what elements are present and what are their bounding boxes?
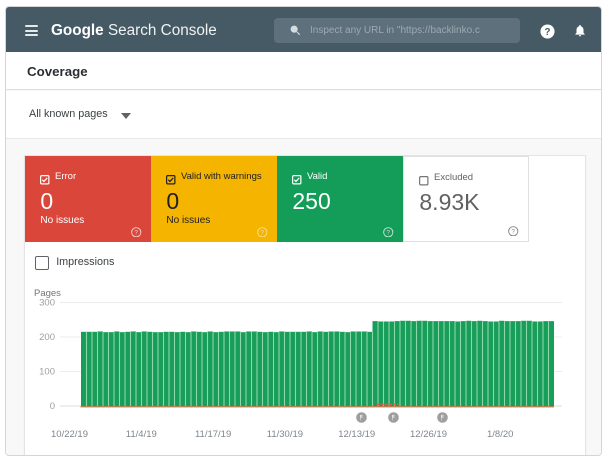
svg-text:Pages: Pages [34,288,61,299]
svg-text:100: 100 [39,367,55,378]
svg-text:11/17/19: 11/17/19 [195,429,231,440]
svg-text:10/22/19: 10/22/19 [51,429,88,440]
svg-text:11/30/19: 11/30/19 [267,429,303,440]
svg-text:12/26/19: 12/26/19 [410,429,447,440]
svg-text:?: ? [511,228,515,235]
svg-text:?: ? [386,229,390,236]
svg-text:0: 0 [50,401,55,412]
svg-text:300: 300 [39,298,55,309]
svg-text:?: ? [544,27,550,38]
svg-text:?: ? [134,229,138,236]
svg-text:11/4/19: 11/4/19 [126,429,157,440]
svg-text:12/13/19: 12/13/19 [338,429,375,440]
svg-text:1/8/20: 1/8/20 [487,429,513,440]
svg-text:200: 200 [39,332,55,343]
svg-text:?: ? [260,229,264,236]
